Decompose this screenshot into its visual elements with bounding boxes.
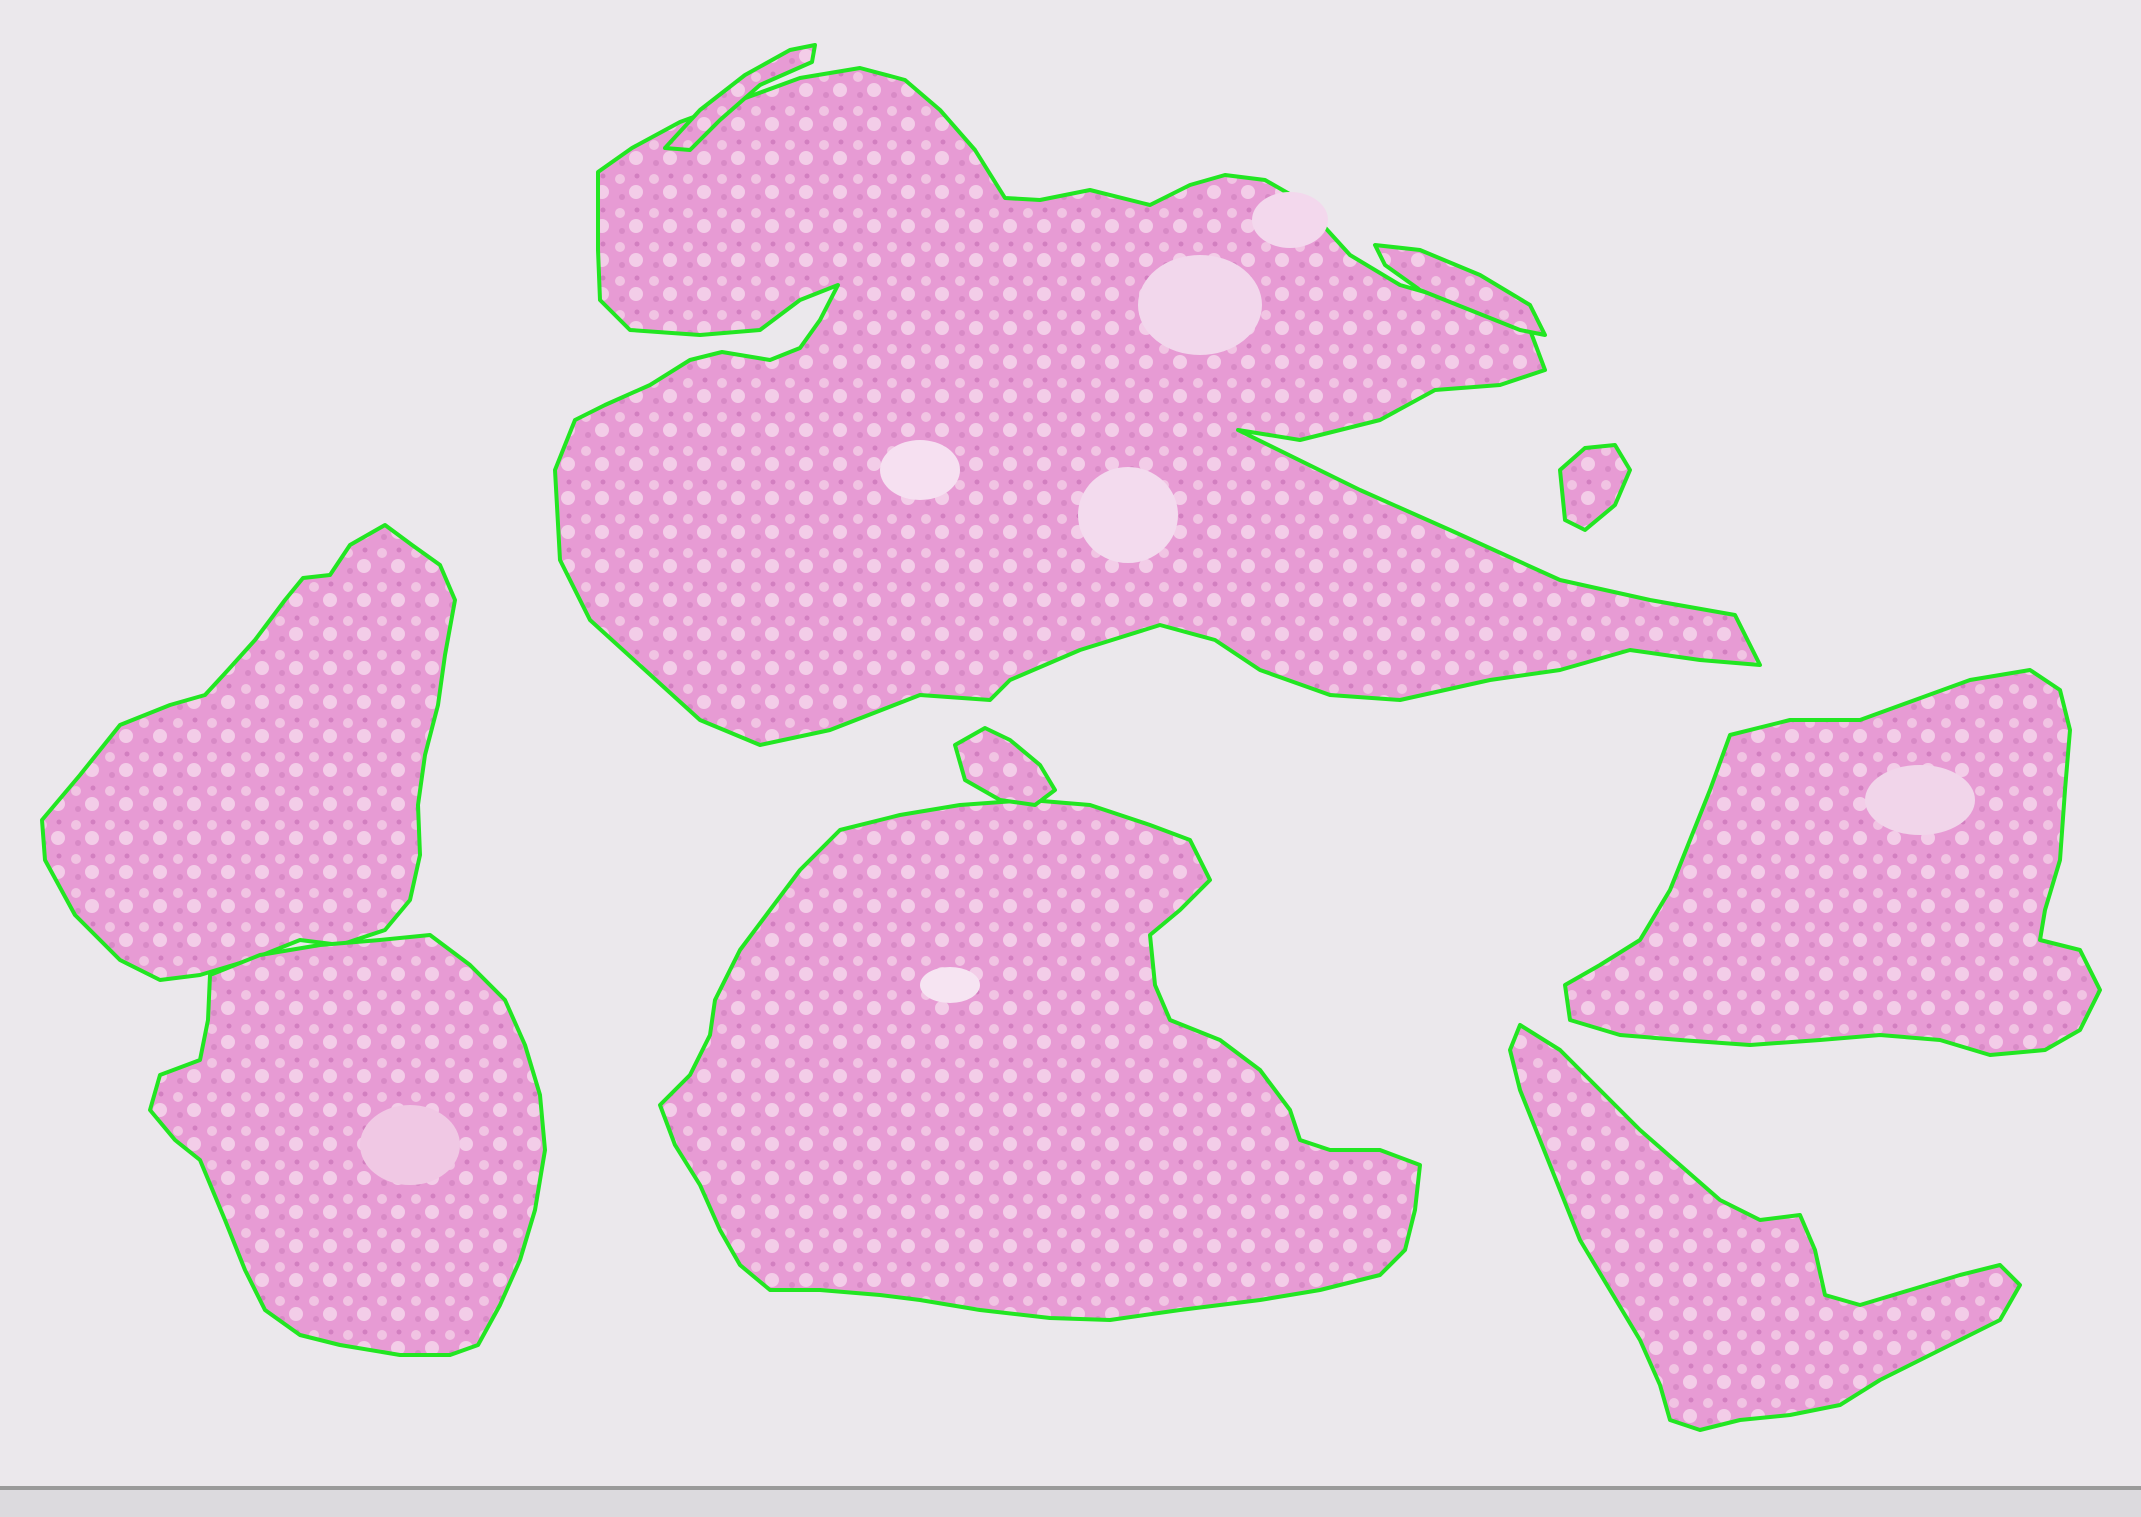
- tissue-fragment-right-upper: [1563, 668, 2102, 1057]
- tissue-fragment-right-upper-shape: [1563, 668, 2102, 1057]
- tissue-fragment-left-upper: [40, 523, 457, 982]
- tissue-fragment-left-upper-shape: [40, 523, 457, 982]
- tissue-fragment-satellite: [1558, 443, 1632, 532]
- tissue-fragment-right-lower: [1508, 1023, 2022, 1432]
- tissue-fragment-top-center-shape: [553, 66, 1762, 747]
- tissue-fragment-satellite: [663, 43, 817, 152]
- tissue-fragment-left-lower: [148, 933, 547, 1357]
- cyst-small: [1865, 765, 1975, 835]
- tissue-fragment-bottom-center-shape: [658, 798, 1422, 1322]
- cyst-large: [1138, 255, 1262, 355]
- cyst-small: [1252, 192, 1328, 248]
- cyst-medium: [1078, 467, 1178, 563]
- slide-bottom-edge: [0, 1488, 2141, 1517]
- cyst-small: [360, 1105, 460, 1185]
- tissue-fragment-satellite: [1373, 243, 1547, 337]
- tissue-fragment-right-lower-shape: [1508, 1023, 2022, 1432]
- cyst-small: [880, 440, 960, 500]
- tissue-fragment-top-center: [553, 43, 1762, 747]
- tissue-fragment-left-lower-shape: [148, 933, 547, 1357]
- tissue-fragment-satellite: [953, 726, 1057, 807]
- tissue-fragment-bottom-center: [658, 726, 1422, 1322]
- cyst-small: [920, 967, 980, 1003]
